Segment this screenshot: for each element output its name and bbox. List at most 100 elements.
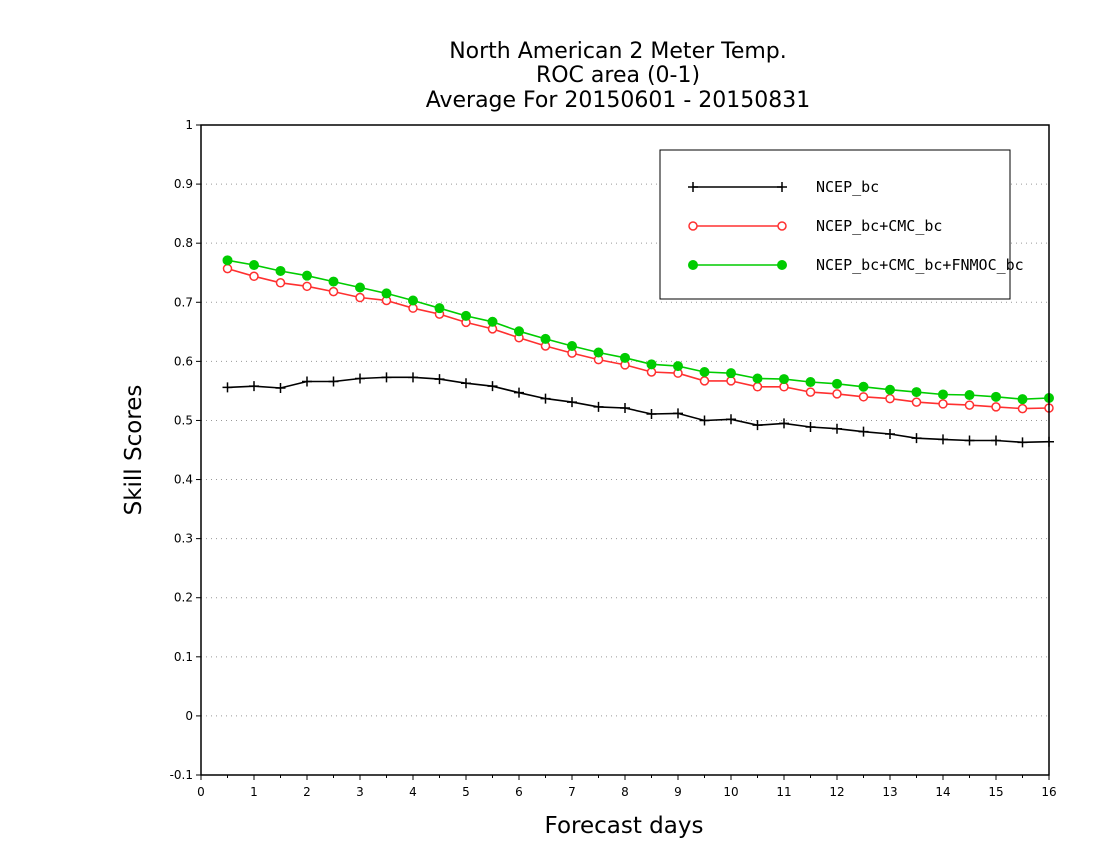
y-axis-ticks: -0.1 0 0.1 0.2 0.3 0.4 0.5 0.6 0.7 0.8 0.9 1 [170, 118, 201, 782]
legend-marker [688, 182, 698, 192]
x-tick-label: 14 [935, 785, 950, 799]
x-tick-label: 16 [1041, 785, 1056, 799]
data-point [726, 414, 736, 425]
data-point [249, 381, 259, 392]
legend-marker [777, 260, 787, 270]
legend-item-1: NCEP_bc [688, 178, 879, 196]
data-point [805, 377, 816, 388]
data-point [461, 310, 471, 321]
data-point [302, 270, 312, 281]
y-tick-label: 0.6 [174, 354, 193, 368]
plot-series [222, 255, 1054, 448]
data-point [673, 408, 683, 419]
data-point [514, 387, 524, 398]
data-point [249, 260, 259, 271]
x-tick-label: 15 [988, 785, 1003, 799]
data-point [1017, 437, 1028, 448]
x-tick-label: 5 [462, 785, 470, 799]
data-point [381, 372, 392, 383]
data-point [408, 295, 418, 306]
legend: NCEP_bc NCEP_bc+CMC_bc NCEP_bc+CMC_bc+FNMO… [659, 149, 1024, 300]
data-point [302, 281, 312, 292]
data-point [964, 435, 975, 446]
x-tick-label: 8 [621, 785, 629, 799]
data-point [911, 433, 922, 444]
data-point [938, 389, 948, 400]
data-point [434, 374, 445, 385]
data-point [646, 359, 657, 370]
data-point [514, 326, 524, 337]
data-point [487, 381, 498, 392]
data-point [885, 384, 895, 395]
data-point [991, 435, 1001, 446]
y-tick-label: 0 [185, 709, 193, 723]
title-line-1: North American 2 Meter Temp. [449, 39, 787, 64]
x-axis-label: Forecast days [545, 813, 704, 839]
data-point [885, 429, 895, 440]
data-point [328, 286, 339, 297]
data-point [355, 292, 365, 303]
data-point [646, 408, 657, 419]
data-point [832, 389, 842, 399]
y-tick-label: 0.2 [174, 591, 193, 605]
x-tick-label: 12 [829, 785, 844, 799]
data-point [408, 372, 418, 383]
data-point [328, 276, 339, 287]
data-point [832, 423, 842, 434]
legend-marker [777, 221, 787, 231]
data-point [593, 401, 604, 412]
title-line-2: ROC area (0-1) [536, 63, 700, 88]
x-tick-label: 0 [197, 785, 205, 799]
legend-item-3: NCEP_bc+CMC_bc+FNMOC_bc [688, 256, 1024, 274]
data-point [620, 403, 630, 414]
data-point [911, 397, 922, 407]
data-point [858, 381, 869, 392]
data-point [726, 368, 736, 379]
data-point [593, 347, 604, 358]
data-point [964, 400, 975, 410]
data-point [540, 333, 551, 344]
x-tick-label: 2 [303, 785, 311, 799]
data-point [805, 421, 816, 432]
data-point [355, 282, 365, 293]
legend-label: NCEP_bc [816, 178, 879, 196]
data-point [991, 391, 1001, 402]
data-point [222, 263, 233, 274]
data-point [275, 382, 286, 393]
series-3 [222, 255, 1054, 405]
data-point [1017, 394, 1028, 405]
title-line-3: Average For 20150601 - 20150831 [426, 88, 811, 113]
series-1 [222, 372, 1054, 448]
data-point [938, 399, 948, 409]
data-point [832, 378, 842, 389]
data-point [885, 393, 895, 404]
x-tick-label: 3 [356, 785, 364, 799]
y-tick-label: 0.5 [174, 413, 193, 427]
x-axis-ticks: 0 1 2 3 4 5 6 7 8 9 10 11 12 13 14 15 16 [197, 775, 1057, 799]
data-point [752, 420, 763, 431]
x-tick-label: 1 [250, 785, 258, 799]
data-point [779, 374, 789, 385]
data-point [699, 415, 710, 426]
data-point [567, 341, 577, 351]
chart-title: North American 2 Meter Temp. ROC area (0… [426, 39, 811, 113]
x-tick-label: 10 [723, 785, 738, 799]
data-point [275, 265, 286, 276]
data-point [699, 376, 710, 386]
legend-label: NCEP_bc+CMC_bc+FNMOC_bc [816, 256, 1024, 274]
data-point [540, 393, 551, 404]
data-point [1017, 403, 1028, 414]
data-point [328, 376, 339, 387]
data-point [752, 373, 763, 384]
data-point [805, 387, 816, 397]
data-point [699, 367, 710, 377]
y-tick-label: 0.8 [174, 236, 193, 250]
y-tick-label: 0.1 [174, 650, 193, 664]
x-tick-label: 4 [409, 785, 417, 799]
data-point [567, 397, 577, 408]
y-tick-label: 0.9 [174, 177, 193, 191]
data-point [991, 402, 1001, 412]
y-tick-label: 1 [185, 118, 193, 132]
y-tick-label: 0.4 [174, 473, 193, 487]
